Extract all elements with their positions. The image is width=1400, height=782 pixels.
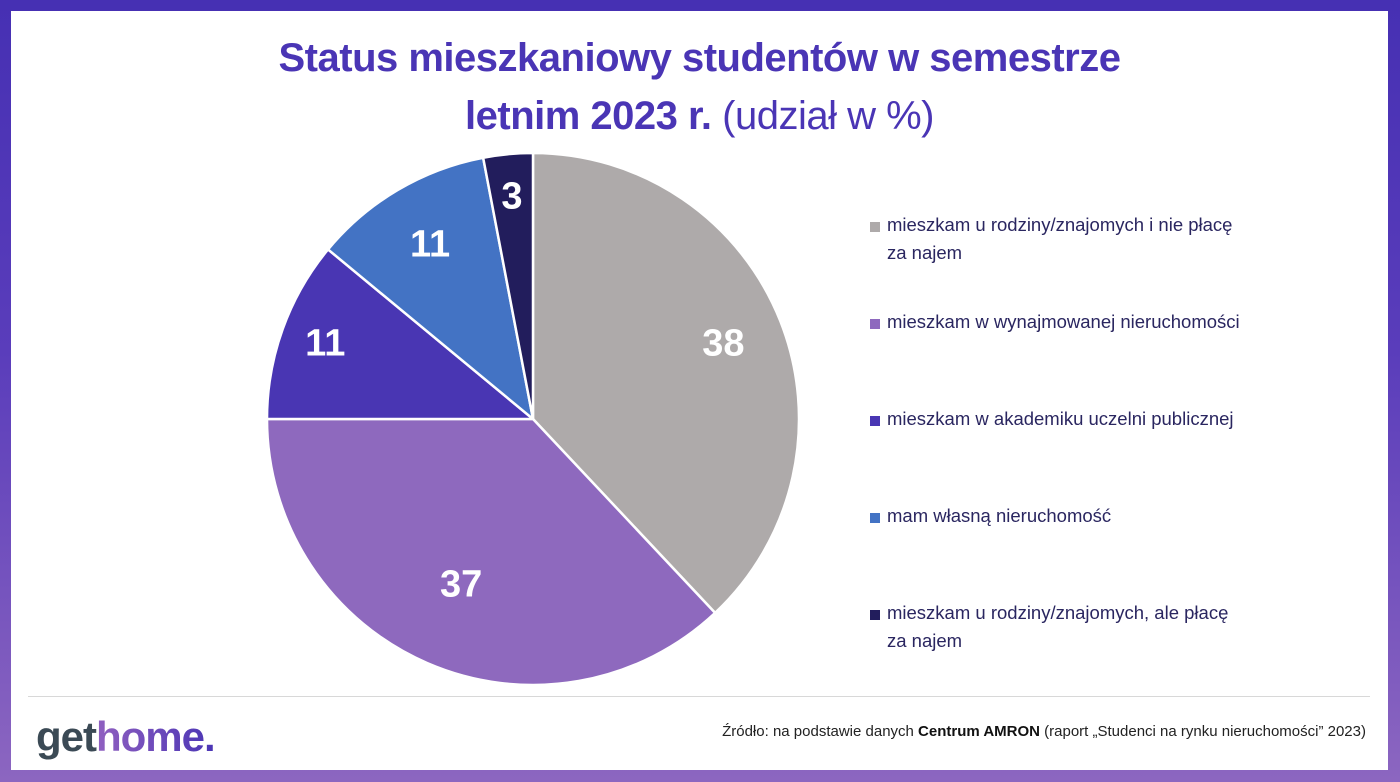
legend-square-icon (870, 416, 880, 426)
logo-get: get (36, 713, 97, 760)
title-line-1: Status mieszkaniowy studentów w semestrz… (278, 36, 1121, 80)
legend-square-icon (870, 513, 880, 523)
pie-slice (266, 417, 717, 686)
legend-label: mam własną nieruchomość (887, 505, 1112, 526)
slice-value-label: 11 (409, 223, 451, 266)
footer-divider (28, 696, 1370, 697)
chart-title: Status mieszkaniowy studentów w semestrz… (11, 29, 1388, 145)
slice-value-label: 38 (702, 322, 745, 365)
title-unit-part: (udział w %) (722, 94, 934, 138)
slice-value-label: 37 (440, 563, 483, 606)
source-prefix: Źródło: na podstawie danych (722, 723, 919, 740)
legend-label: mieszkam u rodziny/znajomych, ale płacę … (887, 602, 1229, 651)
pie-slice (481, 152, 535, 421)
legend-label: mieszkam u rodziny/znajomych i nie płacę… (887, 214, 1233, 263)
source-organization: Centrum AMRON (918, 723, 1040, 740)
legend-label: mieszkam w akademiku uczelni publicznej (887, 408, 1234, 429)
gethome-logo: gethome. (36, 711, 216, 763)
legend-label: mieszkam w wynajmowanej nieruchomości (887, 311, 1240, 332)
pie-svg (266, 152, 800, 686)
slice-value-label: 11 (305, 322, 346, 365)
pie-chart: 38 37 11 11 3 (266, 152, 800, 686)
pie-slice (266, 248, 535, 421)
pie-slice (326, 156, 535, 421)
slice-value-label: 3 (501, 175, 523, 218)
logo-home: home. (96, 713, 216, 760)
source-note: Źródło: na podstawie danych Centrum AMRO… (722, 723, 1366, 740)
source-suffix: (raport „Studenci na rynku nieruchomości… (1040, 723, 1366, 740)
slide-panel: Status mieszkaniowy studentów w semestrz… (11, 11, 1388, 770)
title-line-2: letnim 2023 r. (udział w %) (11, 87, 1388, 145)
legend-square-icon (870, 319, 880, 329)
legend-square-icon (870, 610, 880, 620)
pie-slice (531, 152, 800, 615)
legend-square-icon (870, 222, 880, 232)
title-bold-part: letnim 2023 r. (465, 94, 712, 138)
